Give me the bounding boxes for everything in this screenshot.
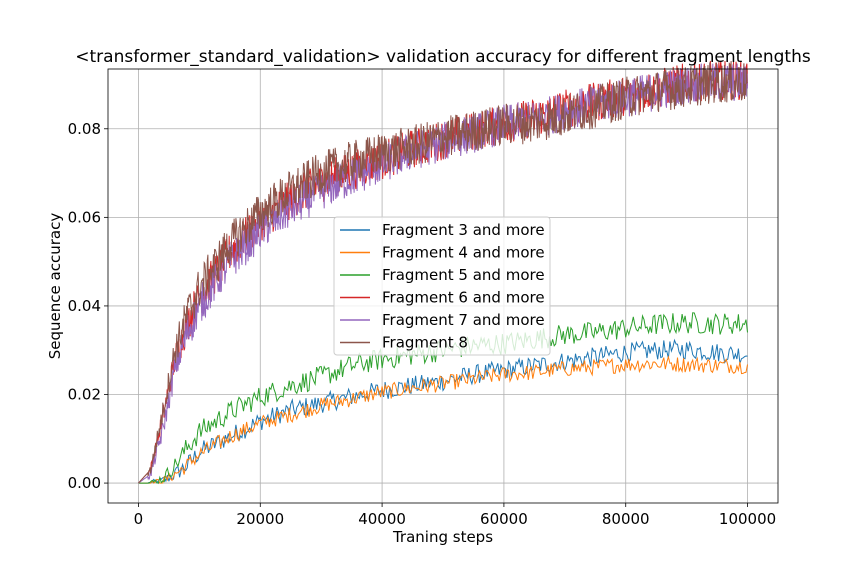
legend-entry: Fragment 4 and more: [382, 244, 545, 262]
x-tick-label: 80000: [602, 510, 650, 528]
series-line-6: [138, 60, 748, 484]
x-tick-label: 0: [134, 510, 144, 528]
legend-entry: Fragment 7 and more: [382, 311, 545, 329]
y-tick-label: 0.00: [68, 474, 101, 492]
x-tick-label: 100000: [719, 510, 776, 528]
series-line-1: [138, 338, 748, 485]
x-tick-label: 40000: [358, 510, 406, 528]
chart-title: <transformer_standard_validation> valida…: [75, 47, 811, 67]
x-tick-label: 20000: [236, 510, 284, 528]
y-tick-label: 0.08: [68, 120, 101, 138]
legend-box: [333, 216, 551, 356]
legend-entry: Fragment 3 and more: [382, 221, 545, 239]
x-axis-label: Traning steps: [392, 528, 493, 546]
legend-entry: Fragment 8: [382, 334, 468, 352]
x-axis: 0 20000 40000 60000 80000 100000: [134, 503, 776, 528]
y-tick-label: 0.06: [68, 208, 101, 226]
series-line-2: [138, 354, 748, 484]
y-tick-label: 0.02: [68, 386, 101, 404]
y-axis: 0.00 0.02 0.04 0.06 0.08: [68, 120, 108, 492]
legend-entry: Fragment 6 and more: [382, 289, 545, 307]
series-line-3: [138, 312, 748, 484]
legend-entry: Fragment 5 and more: [382, 266, 545, 284]
legend: Fragment 3 and more Fragment 4 and more Fr…: [333, 216, 551, 356]
y-axis-label: Sequence accuracy: [46, 213, 64, 360]
series-layer: [138, 60, 748, 485]
plot-frame: [107, 68, 779, 504]
y-tick-label: 0.04: [68, 297, 101, 315]
x-tick-label: 60000: [480, 510, 528, 528]
